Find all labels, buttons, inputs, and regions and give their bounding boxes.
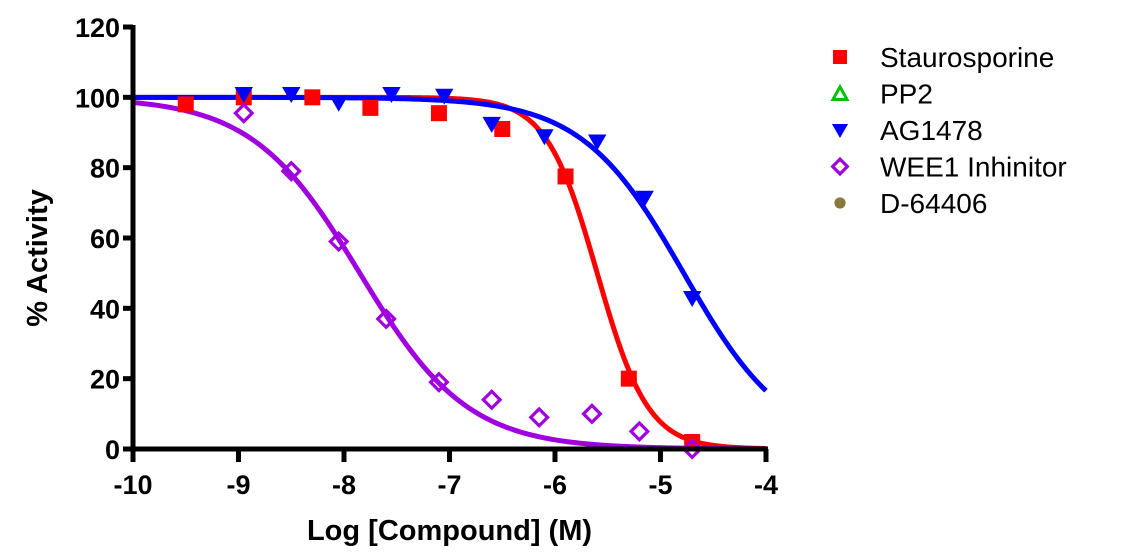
fit-curve-wee1-inhinitor <box>132 100 767 452</box>
data-point-staurosporine <box>362 99 379 116</box>
y-axis-title: % Activity <box>22 189 54 327</box>
data-point-ag1478 <box>234 87 253 104</box>
data-point-ag1478 <box>282 87 301 104</box>
legend-marker-d-64406 <box>834 197 846 209</box>
data-point-wee1-inhinitor <box>581 403 603 425</box>
data-point-ag1478 <box>482 116 501 133</box>
x-tick-label: -5 <box>648 470 672 500</box>
legend: Staurosporine PP2 AG1478 WEE1 Inhinitor D-64… <box>830 42 1067 219</box>
data-point-staurosporine <box>620 370 637 387</box>
data-point-staurosporine <box>494 120 511 137</box>
data-point-wee1-inhinitor <box>233 102 255 124</box>
y-tick-label: 100 <box>75 83 120 113</box>
y-tick-label: 20 <box>90 365 120 395</box>
legend-label: PP2 <box>880 79 933 110</box>
data-point-wee1-inhinitor <box>481 389 503 411</box>
x-axis-ticks: -10 -9 -8 -7 -6 -5 -4 <box>113 449 778 500</box>
data-point-ag1478 <box>635 190 654 207</box>
y-tick-label: 40 <box>90 294 120 324</box>
legend-item: AG1478 <box>831 115 983 146</box>
legend-marker-ag1478 <box>831 124 849 139</box>
data-point-wee1-inhinitor <box>280 160 302 182</box>
legend-item: D-64406 <box>834 188 987 219</box>
x-tick-label: -8 <box>332 470 356 500</box>
x-tick-label: -9 <box>226 470 250 500</box>
data-point-wee1-inhinitor <box>528 406 550 429</box>
data-point-ag1478 <box>329 95 348 112</box>
data-point-staurosporine <box>177 96 194 113</box>
x-tick-label: -10 <box>113 470 152 500</box>
legend-marker-pp2 <box>830 83 850 101</box>
data-point-wee1-inhinitor <box>375 308 397 330</box>
legend-label: D-64406 <box>880 188 987 219</box>
legend-item: PP2 <box>830 79 933 110</box>
x-tick-label: -7 <box>437 470 461 500</box>
y-tick-label: 120 <box>75 13 120 43</box>
legend-label: Staurosporine <box>880 42 1054 73</box>
data-point-staurosporine <box>557 168 574 185</box>
data-point-ag1478 <box>382 87 401 104</box>
fit-curves <box>132 94 768 452</box>
data-point-wee1-inhinitor <box>428 371 450 393</box>
y-tick-label: 60 <box>90 224 120 254</box>
data-point-ag1478 <box>535 129 554 146</box>
data-point-ag1478 <box>682 290 702 307</box>
legend-label: WEE1 Inhinitor <box>880 152 1067 183</box>
data-point-staurosporine <box>430 105 447 122</box>
legend-marker-staurosporine <box>833 50 847 64</box>
data-point-wee1-inhinitor <box>628 420 651 443</box>
x-tick-label: -4 <box>754 470 778 500</box>
data-point-wee1-inhinitor <box>681 438 703 460</box>
y-tick-label: 80 <box>90 154 120 184</box>
data-point-staurosporine <box>304 89 321 106</box>
legend-label: AG1478 <box>880 115 983 146</box>
y-tick-label: 0 <box>105 435 120 465</box>
data-point-ag1478 <box>435 88 454 105</box>
x-axis-title: Log [Compound] (M) <box>307 515 592 547</box>
data-points <box>177 87 703 460</box>
data-point-ag1478 <box>588 134 607 151</box>
legend-marker-wee1-inhinitor <box>830 156 850 177</box>
fit-curve-ag1478 <box>133 94 768 393</box>
legend-item: Staurosporine <box>833 42 1054 73</box>
data-point-wee1-inhinitor <box>328 230 350 253</box>
x-tick-label: -6 <box>543 470 567 500</box>
y-axis-ticks: 0 20 40 60 80 100 120 <box>75 13 133 465</box>
legend-item: WEE1 Inhinitor <box>830 152 1067 183</box>
